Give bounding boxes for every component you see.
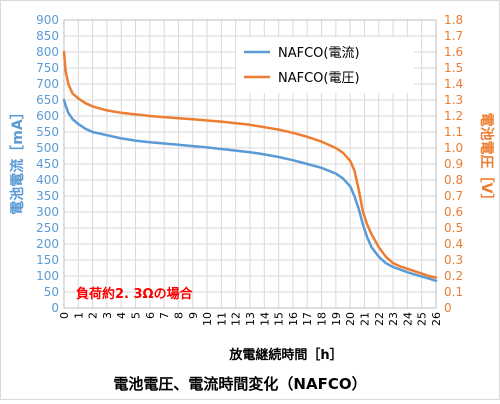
y-left-tick-label: 200 — [36, 237, 59, 251]
y-right-tick-label: 1.6 — [444, 45, 463, 59]
y-right-tick-label: 1.3 — [444, 93, 463, 107]
x-tick-label: 22 — [373, 312, 386, 326]
load-annotation: 負荷約2. 3Ωの場合 — [76, 286, 194, 302]
y-right-tick-label: 0.7 — [444, 189, 463, 203]
x-tick-label: 14 — [258, 312, 271, 326]
x-tick-label: 2 — [87, 312, 100, 319]
y-left-tick-label: 100 — [36, 269, 59, 283]
x-tick-label: 19 — [330, 312, 343, 326]
y-right-tick-label: 1.7 — [444, 29, 463, 43]
x-tick-label: 7 — [158, 312, 171, 319]
x-tick-label: 4 — [115, 312, 128, 319]
y-right-tick-label: 1.1 — [444, 125, 463, 139]
x-tick-label: 23 — [387, 312, 400, 326]
x-tick-label: 11 — [215, 312, 228, 326]
x-tick-label: 20 — [344, 312, 357, 326]
y-left-tick-label: 650 — [36, 93, 59, 107]
x-tick-label: 10 — [201, 312, 214, 326]
y-left-tick-label: 300 — [36, 205, 59, 219]
y-left-tick-label: 550 — [36, 125, 59, 139]
x-tick-label: 1 — [72, 312, 85, 319]
x-tick-label: 8 — [172, 312, 185, 319]
x-tick-label: 25 — [416, 312, 429, 326]
plot-area — [63, 19, 437, 309]
x-tick-label: 21 — [358, 312, 371, 326]
y-left-tick-label: 250 — [36, 221, 59, 235]
y-right-tick-label: 0.3 — [444, 253, 463, 267]
y-left-tick-label: 450 — [36, 157, 59, 171]
y-right-tick-label: 1.2 — [444, 109, 463, 123]
x-tick-label: 13 — [244, 312, 257, 326]
y-left-tick-label: 800 — [36, 45, 59, 59]
legend-box — [236, 37, 414, 93]
y-right-tick-label: 0.5 — [444, 221, 463, 235]
gridlines — [63, 19, 437, 309]
y-right-tick-label: 1.5 — [444, 61, 463, 75]
x-tick-label: 24 — [401, 312, 414, 326]
y-left-tick-label: 500 — [36, 141, 59, 155]
y-right-tick-label: 0 — [444, 301, 452, 315]
legend: NAFCO(電流) NAFCO(電圧) — [236, 37, 414, 93]
y-right-tick-label: 0.8 — [444, 173, 463, 187]
series-lines — [62, 50, 438, 283]
x-tick-label: 16 — [287, 312, 300, 326]
y-left-tick-label: 750 — [36, 61, 59, 75]
y-left-axis-label: 電池電流［mA］ — [9, 105, 26, 214]
x-tick-label: 15 — [273, 312, 286, 326]
x-tick-label: 5 — [130, 312, 143, 319]
y-left-tick-label: 0 — [51, 301, 59, 315]
y-right-tick-label: 0.6 — [444, 205, 463, 219]
x-tick-label: 26 — [430, 312, 443, 326]
chart-title: 電池電圧、電流時間変化（NAFCO） — [113, 375, 366, 393]
x-tick-label: 9 — [187, 312, 200, 319]
y-left-tick-label: 400 — [36, 173, 59, 187]
x-tick-label: 3 — [101, 312, 114, 319]
legend-label-current: NAFCO(電流) — [278, 46, 360, 61]
y-left-tick-label: 850 — [36, 29, 59, 43]
x-tick-label: 18 — [316, 312, 329, 326]
y-right-tick-label: 1.8 — [444, 13, 463, 27]
series-line-voltage — [62, 50, 438, 279]
y-right-tick-label: 0.4 — [444, 237, 463, 251]
y-left-tick-label: 600 — [36, 109, 59, 123]
x-tick-label: 6 — [144, 312, 157, 319]
y-left-tick-label: 700 — [36, 77, 59, 91]
y-right-tick-label: 1.4 — [444, 77, 463, 91]
y-right-tick-label: 0.9 — [444, 157, 463, 171]
y-right-axis-label: 電池電圧［V］ — [478, 113, 495, 208]
y-left-tick-label: 150 — [36, 253, 59, 267]
series-line-current — [62, 98, 438, 283]
y-left-tick-label: 900 — [36, 13, 59, 27]
y-right-tick-label: 1.0 — [444, 141, 463, 155]
y-right-tick-label: 0.1 — [444, 285, 463, 299]
y-left-tick-label: 50 — [44, 285, 59, 299]
y-right-tick-label: 0.2 — [444, 269, 463, 283]
x-tick-label: 17 — [301, 312, 314, 326]
y-left-tick-label: 350 — [36, 189, 59, 203]
x-axis-label: 放電継続時間［h］ — [228, 347, 342, 363]
x-tick-label: 12 — [230, 312, 243, 326]
x-tick-label: 0 — [58, 312, 71, 319]
legend-label-voltage: NAFCO(電圧) — [278, 71, 360, 86]
